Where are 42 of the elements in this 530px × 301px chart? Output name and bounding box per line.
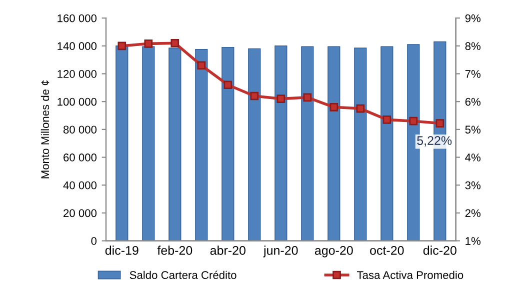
y-tick-label: 100 000 [58, 98, 97, 106]
x-tick-label: jun-20 [263, 246, 298, 258]
y2-tick-label: 4% [465, 154, 480, 162]
point [303, 93, 312, 102]
y-tick-label: 160 000 [58, 14, 97, 22]
y2-tick-label: 6% [465, 98, 480, 106]
y-axis-title: Monto Millones de ¢ [40, 80, 50, 178]
y2-tick-label: 9% [465, 14, 480, 22]
y-tick-label: 20 000 [64, 209, 97, 218]
x-tick-label: ago-20 [314, 246, 353, 258]
y2-tick-label: 7% [465, 70, 480, 78]
point [276, 94, 286, 103]
point [118, 42, 126, 50]
y-tick-label: 60 000 [64, 154, 97, 162]
point [436, 119, 444, 128]
point [170, 38, 180, 48]
y2-tick-label: 3% [465, 181, 480, 190]
point [409, 116, 418, 126]
point [356, 104, 365, 113]
y-tick-label: 0 [91, 237, 97, 245]
x-tick-label: feb-20 [157, 246, 192, 255]
point [330, 102, 338, 112]
point [197, 61, 206, 70]
point [144, 40, 153, 48]
y2-tick-label: 8% [465, 42, 480, 50]
legend-label: Saldo Cartera Crédito [130, 270, 236, 280]
y-tick-label: 40 000 [63, 181, 97, 190]
y-tick-label: 80 000 [63, 126, 97, 134]
legend-label: Tasa Activa Promedio [357, 270, 464, 280]
x-tick-label: abr-20 [210, 246, 246, 255]
x-tick-label: dic-19 [105, 246, 138, 255]
x-tick-label: dic-20 [423, 246, 456, 255]
y2-tick-label: 1% [466, 237, 480, 245]
point [250, 92, 259, 100]
point [224, 80, 232, 90]
y-tick-label: 140 000 [58, 42, 97, 50]
data-label: 5,22% [417, 136, 452, 146]
point [382, 116, 392, 124]
y-tick-label: 120 000 [58, 70, 97, 78]
y2-tick-label: 5% [465, 126, 480, 134]
y2-tick-label: 2% [465, 209, 480, 218]
x-tick-label: oct-20 [370, 246, 404, 255]
